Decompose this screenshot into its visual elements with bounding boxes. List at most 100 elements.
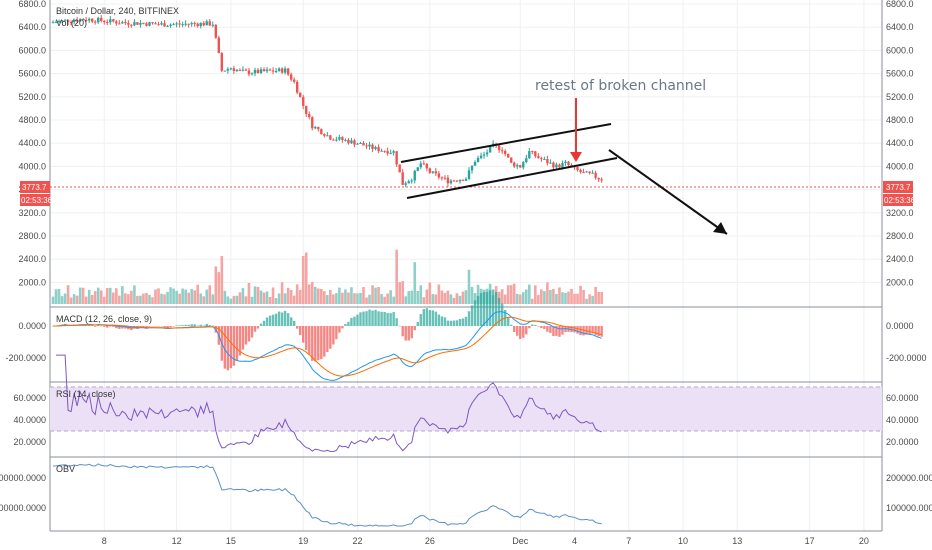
volume-bar [579, 285, 582, 304]
candle-body [371, 144, 374, 150]
candle-body [244, 69, 248, 71]
candle-body [81, 19, 85, 21]
projection-arrow-line[interactable] [608, 149, 728, 235]
left-price-badge-text: 3773.7 [22, 183, 47, 192]
candle-body [579, 170, 582, 173]
volume-bar [567, 291, 570, 304]
volume-bar [265, 291, 269, 304]
time-axis-label: 20 [859, 536, 869, 546]
candle-body [443, 177, 447, 179]
price-axis-label-right: 2800.0 [886, 231, 914, 241]
macd-histogram-bar [585, 326, 588, 335]
candle-body [440, 177, 444, 179]
macd-histogram-bar [286, 313, 290, 326]
candle-body [184, 23, 187, 25]
candle-body [103, 20, 106, 23]
macd-histogram-bar [422, 309, 425, 326]
price-candles [51, 14, 603, 187]
candle-body [268, 69, 272, 71]
volume-bar [60, 296, 64, 304]
candle-body [314, 127, 317, 129]
volume-bar [127, 294, 130, 304]
rsi-axis-label-left: 20.0000 [13, 437, 46, 447]
volume-bar [407, 291, 411, 304]
candle-body [564, 161, 567, 164]
macd-histogram-bar [208, 325, 211, 326]
candle-body [513, 162, 516, 167]
macd-axis-label-left: 0.0000 [18, 321, 46, 331]
volume-bar [521, 292, 525, 304]
obv-axis-label-left: 200000.0000 [0, 473, 46, 483]
macd-histogram-bar [163, 326, 166, 328]
candle-body [84, 20, 88, 22]
candle-body [600, 179, 603, 181]
macd-histogram-bar [570, 326, 573, 333]
volume-bar [320, 288, 323, 304]
macd-histogram-bar [416, 322, 419, 326]
channel-lower-line[interactable] [406, 157, 618, 199]
volume-bar [335, 293, 338, 304]
candle-body [446, 177, 450, 184]
macd-histogram-bar [283, 310, 287, 326]
volume-bar [259, 290, 263, 304]
candle-body [455, 180, 459, 182]
volume-bar [72, 294, 76, 304]
price-axis-label-left: 5600.0 [18, 69, 46, 79]
right-price-badge-text: 3773.7 [886, 183, 911, 192]
macd-histogram-bar [256, 326, 260, 329]
candle-body [410, 180, 413, 182]
obv-axis-label-left: 100000.0000 [0, 503, 46, 513]
volume-bar [75, 295, 79, 304]
volume-bar [540, 289, 543, 304]
volume-bar [163, 294, 166, 304]
price-axis-label-right: 6400.0 [886, 22, 914, 32]
candle-body [115, 21, 118, 24]
macd-histogram-bar [576, 326, 579, 334]
candle-body [274, 70, 278, 72]
candle-body [368, 144, 371, 147]
candle-body [338, 137, 341, 140]
volume-bar [247, 282, 251, 304]
volume-bar [359, 292, 362, 304]
candle-body [226, 68, 230, 71]
volume-bars [51, 249, 603, 304]
candle-body [585, 171, 588, 173]
candle-body [452, 180, 456, 182]
volume-bar [464, 290, 468, 304]
macd-histogram-bar [534, 324, 537, 326]
volume-bar [416, 290, 420, 304]
volume-bar [274, 298, 278, 304]
volume-bar [256, 286, 260, 304]
volume-bar [588, 294, 591, 304]
candle-body [416, 167, 419, 171]
candle-body [256, 69, 260, 74]
time-axis-label: 15 [226, 536, 236, 546]
candle-body [223, 70, 227, 72]
candle-body [139, 22, 142, 25]
candle-body [482, 154, 486, 156]
candle-body [323, 134, 326, 136]
time-axis-label: 26 [425, 536, 435, 546]
candle-body [235, 69, 239, 71]
rsi-axis-label-right: 60.0000 [886, 393, 919, 403]
candle-body [356, 143, 359, 145]
volume-bar [419, 285, 423, 304]
candle-body [160, 23, 163, 25]
rsi-axis-label-left: 40.0000 [13, 415, 46, 425]
obv-title: OBV [56, 464, 75, 474]
macd-histogram-bar [543, 326, 546, 329]
macd-histogram-bar [443, 317, 447, 326]
macd-histogram-bar [323, 326, 326, 357]
candle-body [540, 158, 543, 160]
candle-body [112, 19, 115, 22]
volume-bar [301, 256, 305, 304]
volume-bar [244, 296, 248, 304]
volume-bar [238, 292, 242, 304]
volume-bar [473, 293, 477, 304]
annotation-text[interactable]: retest of broken channel [535, 78, 706, 94]
macd-histogram-bar [350, 317, 353, 326]
volume-bar [262, 292, 266, 304]
candle-body [205, 21, 208, 26]
